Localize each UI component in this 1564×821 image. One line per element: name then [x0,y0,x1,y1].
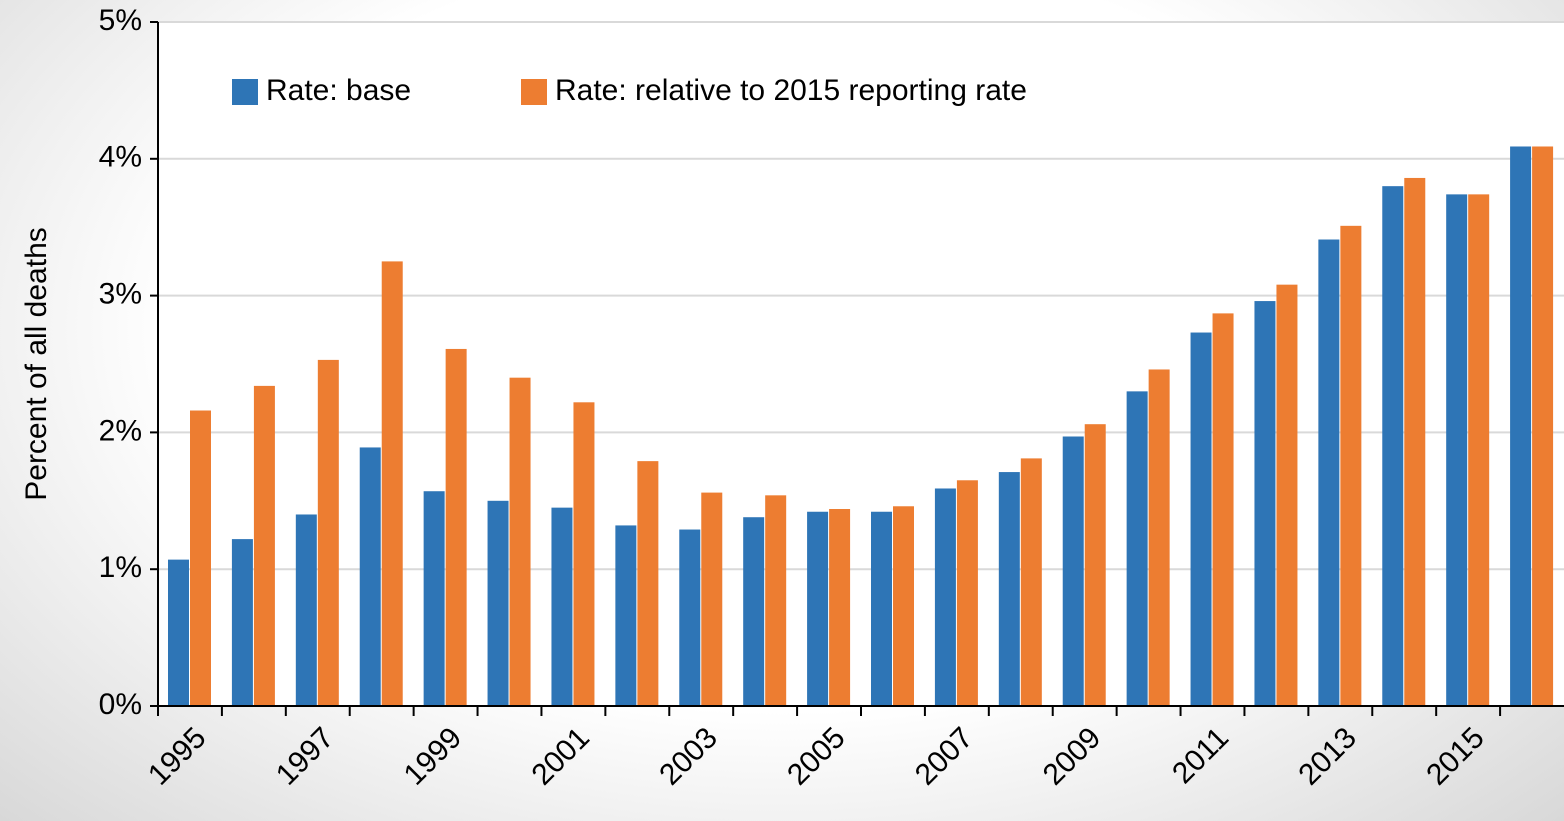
bar [765,495,787,706]
y-tick-label: 3% [99,278,142,311]
bar [998,472,1020,706]
y-tick-label: 4% [99,141,142,174]
bar [1126,391,1148,706]
y-tick-label: 1% [99,551,142,584]
x-tick-label: 2011 [1166,721,1235,790]
legend-swatch [521,79,547,105]
bar [871,511,892,706]
bar [317,359,339,706]
bar [1084,424,1106,706]
x-tick-label: 2015 [1420,721,1491,792]
bar [1404,177,1426,706]
bar [1318,239,1340,706]
bar [487,500,509,706]
bar [423,491,445,706]
y-tick-label: 0% [99,688,142,721]
bar [701,492,723,706]
legend-label: Rate: base [266,74,411,107]
bar [253,385,275,706]
x-tick-label: 2005 [781,721,852,792]
bar [1190,332,1212,706]
y-tick-label: 2% [99,414,142,447]
legend-swatch [232,79,258,105]
bar [1062,436,1084,706]
bar [956,480,978,706]
bars [168,146,1554,707]
bar [679,529,701,706]
legend-label: Rate: relative to 2015 reporting rate [555,74,1027,107]
x-tick-label: 2007 [909,721,980,792]
bar [295,514,317,706]
bar [1532,146,1554,706]
bar [743,517,765,706]
x-tick-label: 1995 [142,721,213,792]
y-tick-label: 5% [99,4,142,37]
bar [1276,284,1298,706]
bar [359,447,381,706]
bar [190,410,211,706]
x-tick-label: 2001 [525,721,596,792]
bar [168,559,189,706]
bar [1020,458,1042,706]
bar [615,525,637,706]
y-axis-label: Percent of all deaths [20,227,53,501]
x-tick-label: 2003 [653,721,724,792]
x-tick-label: 1999 [398,721,469,792]
bar [893,506,914,706]
bar [934,488,956,706]
bar [829,509,851,706]
bar [381,261,403,706]
bar [231,539,253,706]
bar [807,511,829,706]
bar [573,402,595,706]
x-tick-label: 1997 [270,721,341,792]
x-tick-label: 2013 [1292,721,1363,792]
bar [1382,186,1404,706]
bar [637,461,659,706]
bar [1148,369,1170,706]
bar [1340,225,1362,706]
bar [509,377,531,706]
x-tick-label: 2009 [1037,721,1108,792]
bar [1446,194,1468,707]
bar [1510,146,1532,706]
bar [551,507,573,706]
bar [1468,194,1490,707]
bar [445,348,467,706]
bar [1254,301,1276,706]
bar [1212,313,1234,706]
